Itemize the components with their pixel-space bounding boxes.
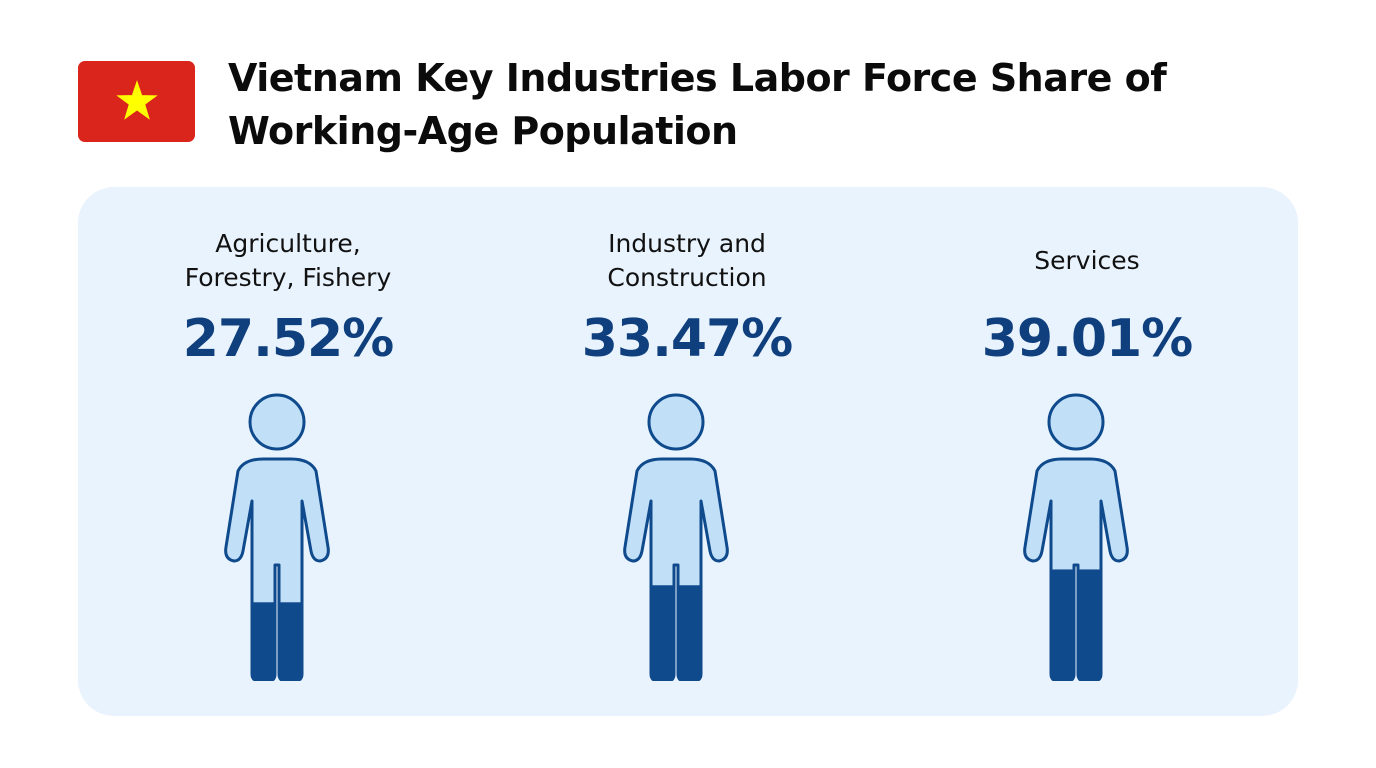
person-body-outline [224,457,330,681]
industry-share-value: 39.01% [981,309,1194,369]
industry-column-agriculture: Agriculture, Forestry, Fishery 27.52% [88,187,488,716]
industry-share-value: 33.47% [581,309,794,369]
industry-label: Industry and Construction [607,229,767,292]
person-pictograph [220,391,356,681]
star-icon [115,79,158,120]
person-filled-share-bar [1024,569,1128,681]
person-head-outline [1047,393,1105,451]
industry-label: Agriculture, Forestry, Fishery [184,229,392,292]
person-fill-group [624,395,728,681]
person-icon [623,393,729,681]
person-pictograph [619,391,755,681]
person-pictograph [1019,391,1155,681]
person-icon [224,393,330,681]
person-fill-group [1024,395,1128,681]
industry-label: Services [1034,246,1140,275]
person-fill-group [225,395,329,681]
person-head-outline [647,393,705,451]
person-icon [1023,393,1129,681]
industries-panel: Agriculture, Forestry, Fishery 27.52% In… [78,187,1298,716]
chart-title: Vietnam Key Industries Labor Force Share… [228,56,1167,153]
industry-share-value: 27.52% [182,309,395,369]
industry-column-services: Services 39.01% [887,187,1287,716]
industry-column-industry-construction: Industry and Construction 33.47% [487,187,887,716]
person-body-outline [623,457,729,681]
person-head-outline [248,393,306,451]
person-body-outline [1023,457,1129,681]
vietnam-flag-icon [78,61,195,142]
person-filled-share-bar [225,602,329,681]
person-filled-share-bar [624,585,728,681]
